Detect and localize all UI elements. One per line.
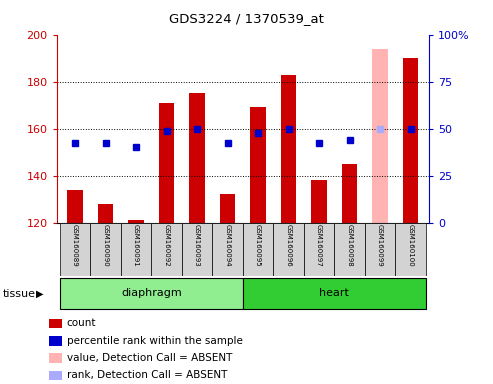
Text: GDS3224 / 1370539_at: GDS3224 / 1370539_at: [169, 12, 324, 25]
Text: GSM160089: GSM160089: [72, 224, 78, 267]
Bar: [304, 223, 334, 276]
Bar: [243, 223, 273, 276]
Bar: [365, 223, 395, 276]
Bar: [212, 223, 243, 276]
Text: rank, Detection Call = ABSENT: rank, Detection Call = ABSENT: [67, 370, 227, 380]
Text: value, Detection Call = ABSENT: value, Detection Call = ABSENT: [67, 353, 232, 363]
Bar: [159, 103, 174, 223]
Bar: [60, 278, 243, 310]
Text: GSM160090: GSM160090: [103, 224, 108, 267]
Bar: [220, 194, 235, 223]
Text: GSM160091: GSM160091: [133, 224, 139, 267]
Text: GSM160094: GSM160094: [224, 224, 231, 267]
Bar: [189, 93, 205, 223]
Text: GSM160099: GSM160099: [377, 224, 383, 267]
Bar: [151, 223, 182, 276]
Bar: [373, 49, 387, 223]
Text: count: count: [67, 318, 96, 328]
Text: heart: heart: [319, 288, 349, 298]
Bar: [273, 223, 304, 276]
Text: tissue: tissue: [2, 289, 35, 299]
Bar: [281, 74, 296, 223]
Text: percentile rank within the sample: percentile rank within the sample: [67, 336, 243, 346]
Bar: [60, 223, 90, 276]
Bar: [334, 223, 365, 276]
Text: GSM160097: GSM160097: [316, 224, 322, 267]
Bar: [121, 223, 151, 276]
Text: diaphragm: diaphragm: [121, 288, 181, 298]
Text: GSM160100: GSM160100: [408, 224, 414, 267]
Bar: [68, 190, 83, 223]
Bar: [243, 278, 426, 310]
Bar: [250, 108, 266, 223]
Bar: [395, 223, 426, 276]
Text: GSM160093: GSM160093: [194, 224, 200, 267]
Bar: [182, 223, 212, 276]
Text: GSM160096: GSM160096: [285, 224, 291, 267]
Bar: [90, 223, 121, 276]
Bar: [403, 58, 418, 223]
Bar: [312, 180, 327, 223]
Bar: [342, 164, 357, 223]
Bar: [98, 204, 113, 223]
Text: GSM160095: GSM160095: [255, 224, 261, 267]
Text: GSM160098: GSM160098: [347, 224, 352, 267]
Text: ▶: ▶: [35, 289, 43, 299]
Text: GSM160092: GSM160092: [164, 224, 170, 267]
Bar: [128, 220, 143, 223]
